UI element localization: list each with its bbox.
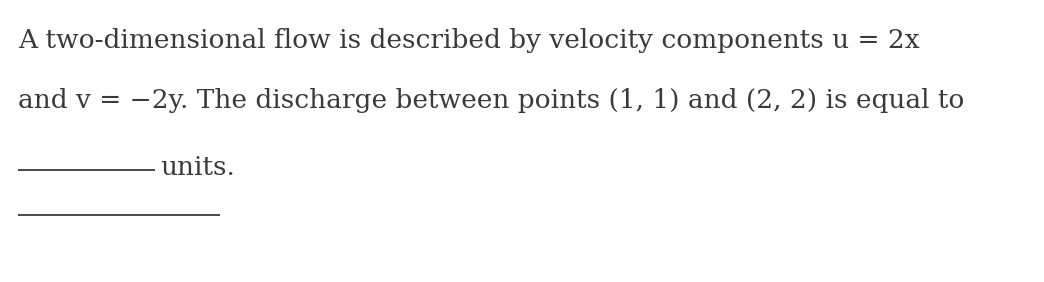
Text: A two-dimensional flow is described by velocity components u = 2x: A two-dimensional flow is described by v… bbox=[18, 28, 920, 53]
Text: units.: units. bbox=[160, 155, 235, 180]
Text: and v = −2y. The discharge between points (1, 1) and (2, 2) is equal to: and v = −2y. The discharge between point… bbox=[18, 88, 965, 113]
